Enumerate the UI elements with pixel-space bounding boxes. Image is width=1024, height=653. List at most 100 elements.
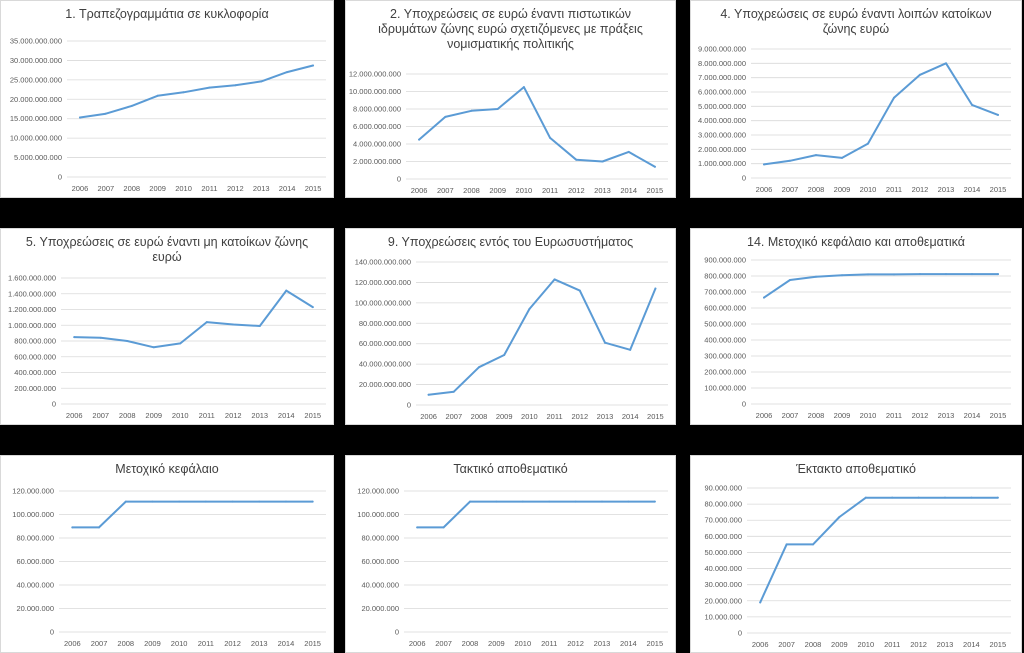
- x-tick-label: 2011: [542, 186, 558, 195]
- chart-svg: 0 10.000.000 20.000.000 30.000.000 40.000.00…: [704, 484, 1011, 649]
- y-tick-label: 80.000.000.000: [359, 319, 411, 328]
- data-point: [71, 526, 74, 529]
- x-tick-label: 2008: [808, 411, 825, 420]
- data-point: [260, 80, 263, 83]
- y-tick-label: 100.000.000: [12, 510, 54, 519]
- y-tick-label: 7.000.000.000: [698, 73, 746, 82]
- y-tick-label: 80.000.000: [704, 500, 742, 509]
- y-tick-label: 30.000.000.000: [10, 56, 62, 65]
- chart-panel-2: 0 2.000.000.000 4.000.000.000 6.000.000.000…: [345, 0, 676, 198]
- data-point: [311, 306, 314, 309]
- y-tick-label: 25.000.000.000: [10, 75, 62, 84]
- data-point: [442, 526, 445, 529]
- x-tick-label: 2008: [462, 639, 479, 648]
- data-point: [970, 496, 973, 499]
- x-tick-label: 2013: [251, 411, 268, 420]
- chart-svg: 0 100.000.000 200.000.000 300.000.000 400.00…: [704, 256, 1011, 420]
- data-point: [971, 273, 973, 276]
- data-point: [258, 325, 261, 328]
- y-tick-label: 0: [407, 401, 411, 410]
- y-tick-label: 30.000.000: [704, 580, 742, 589]
- data-point: [574, 500, 577, 503]
- x-tick-label: 2012: [225, 411, 242, 420]
- data-point: [496, 108, 499, 110]
- x-tick-label: 2013: [938, 411, 955, 420]
- x-tick-label: 2011: [541, 639, 557, 648]
- y-tick-label: 0: [738, 629, 742, 638]
- data-point: [284, 500, 287, 503]
- x-tick-label: 2015: [305, 184, 322, 193]
- chart-panel-8: 0 20.000.000 40.000.000 60.000.000 80.000.00…: [345, 455, 676, 653]
- chart-title: 2. Υποχρεώσεις σε ευρώ έναντι πιστωτικών…: [378, 7, 643, 51]
- y-tick-label: 400.000.000: [704, 336, 746, 345]
- series-line: [73, 289, 314, 349]
- y-tick-label: 10.000.000.000: [10, 134, 62, 143]
- y-tick-label: 140.000.000.000: [355, 258, 411, 267]
- x-tick-label: 2006: [411, 186, 428, 195]
- x-tick-label: 2015: [990, 185, 1007, 194]
- y-tick-label: 800.000.000: [14, 337, 56, 346]
- x-tick-label: 2012: [912, 411, 929, 420]
- y-tick-label: 10.000.000: [704, 612, 742, 621]
- x-tick-label: 2011: [886, 411, 902, 420]
- y-tick-label: 0: [52, 400, 56, 409]
- data-point: [179, 342, 182, 345]
- y-tick-label: 1.000.000.000: [698, 159, 746, 168]
- data-point: [601, 160, 604, 163]
- data-point: [919, 273, 921, 276]
- y-tick-label: 0: [50, 628, 54, 637]
- data-point: [815, 154, 817, 157]
- x-tick-label: 2008: [123, 184, 140, 193]
- y-tick-label: 600.000.000: [14, 352, 56, 361]
- y-tick-label: 4.000.000.000: [698, 116, 746, 125]
- data-point: [416, 526, 419, 529]
- x-tick-label: 2012: [568, 186, 585, 195]
- x-tick-label: 2011: [199, 411, 215, 420]
- chart-panel-4: 0 200.000.000 400.000.000 600.000.000 800.00…: [0, 228, 334, 425]
- series-line: [416, 500, 656, 529]
- data-point: [997, 113, 999, 116]
- chart-svg: 0 20.000.000 40.000.000 60.000.000 80.000.00…: [357, 487, 668, 648]
- y-tick-label: 50.000.000: [704, 548, 742, 557]
- x-tick-label: 2013: [253, 184, 270, 193]
- x-tick-label: 2010: [172, 411, 189, 420]
- series-line: [763, 62, 999, 166]
- x-tick-label: 2010: [514, 639, 531, 648]
- x-tick-label: 2008: [117, 639, 134, 648]
- y-tick-label: 40.000.000: [361, 581, 399, 590]
- y-tick-label: 120.000.000: [357, 487, 399, 496]
- x-tick-label: 2010: [516, 186, 533, 195]
- x-tick-label: 2011: [884, 640, 900, 649]
- data-point: [867, 273, 869, 276]
- x-tick-label: 2011: [201, 184, 217, 193]
- y-tick-label: 70.000.000: [704, 516, 742, 525]
- data-point: [286, 71, 289, 74]
- data-point: [311, 500, 314, 503]
- x-tick-label: 2009: [488, 639, 505, 648]
- data-point: [654, 287, 657, 290]
- x-tick-label: 2014: [620, 186, 637, 195]
- y-tick-label: 3.000.000.000: [698, 131, 746, 140]
- x-tick-label: 2012: [910, 640, 927, 649]
- x-tick-label: 2009: [149, 184, 166, 193]
- data-point: [763, 163, 765, 166]
- x-tick-label: 2008: [463, 186, 480, 195]
- data-point: [444, 115, 447, 118]
- data-point: [891, 496, 894, 499]
- data-point: [152, 346, 155, 349]
- data-point: [208, 86, 211, 89]
- chart-title: 1. Τραπεζογραμμάτια σε κυκλοφορία: [65, 7, 269, 21]
- data-point: [785, 543, 788, 546]
- y-tick-label: 700.000.000: [704, 288, 746, 297]
- x-tick-label: 2010: [860, 185, 877, 194]
- y-tick-label: 20.000.000.000: [10, 95, 62, 104]
- data-point: [919, 73, 921, 76]
- x-tick-label: 2006: [64, 639, 81, 648]
- x-tick-label: 2008: [808, 185, 825, 194]
- x-tick-label: 2010: [175, 184, 192, 193]
- x-tick-label: 2015: [990, 411, 1007, 420]
- y-tick-label: 600.000.000: [704, 304, 746, 313]
- x-tick-label: 2015: [646, 639, 663, 648]
- data-point: [73, 336, 76, 339]
- data-point: [418, 138, 421, 141]
